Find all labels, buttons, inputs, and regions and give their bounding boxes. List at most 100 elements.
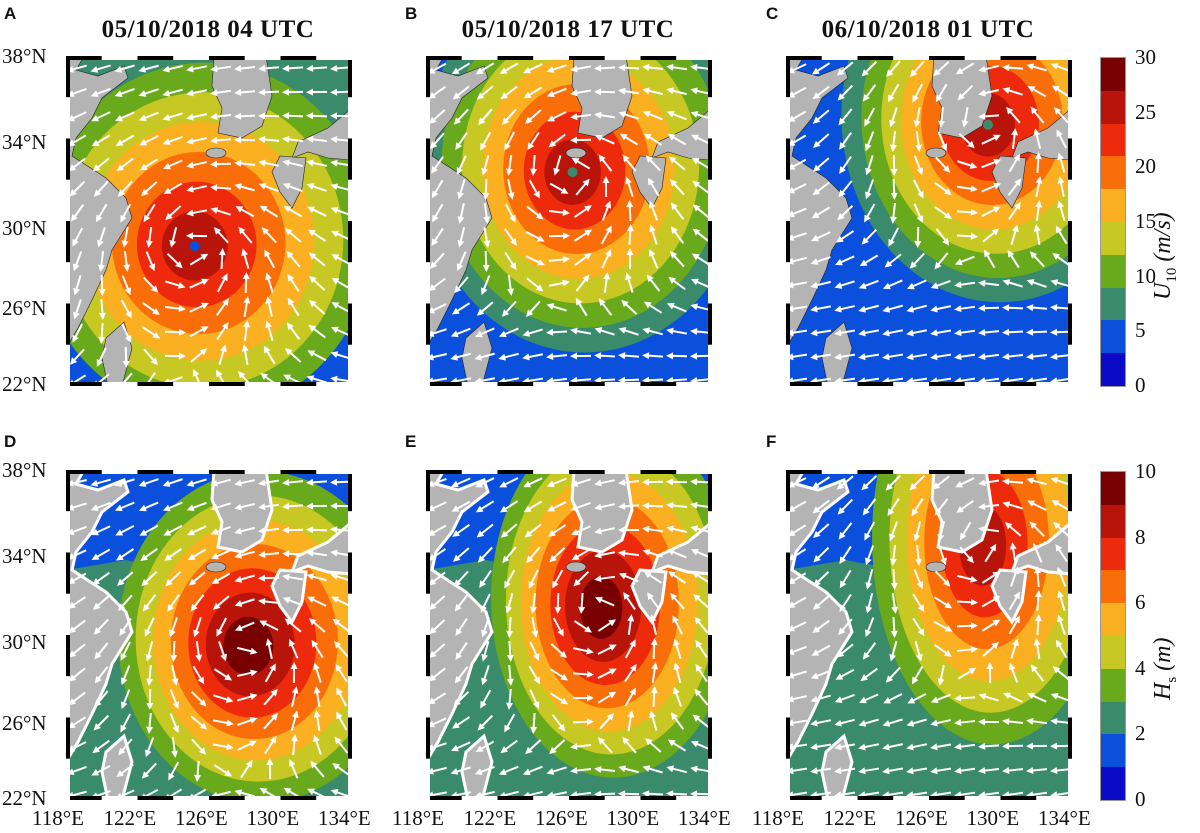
arrow-icon [506,688,514,710]
arrow-icon [642,87,663,95]
arrow-icon [114,64,135,73]
jeju-island [565,147,587,159]
arrow-icon [241,344,249,366]
arrow-icon [481,641,490,662]
arrow-icon [1055,639,1068,659]
arrow-icon [235,206,255,218]
arrow-icon [1010,638,1019,659]
arrow-icon [978,328,1000,336]
jeju-island [565,561,587,573]
arrow-icon [528,665,541,685]
arrow-icon [91,548,111,560]
arrow-icon [212,743,234,751]
arrow-icon [812,595,830,610]
arrow-icon [169,617,178,638]
arrow-icon [121,226,129,248]
arrow-icon [258,574,280,582]
arrow-icon [213,694,234,703]
arrow-icon [955,477,975,488]
arrow-icon [1026,328,1048,336]
arrow-icon [1008,662,1019,683]
arrow-icon [455,617,468,637]
arrow-icon [690,478,712,486]
arrow-icon [169,713,180,734]
arrow-icon [453,691,470,707]
arrow-icon [143,203,156,223]
arrow-icon [141,571,158,587]
arrow-icon [452,547,470,562]
arrow-icon [935,83,948,103]
arrow-icon [190,594,205,612]
arrow-icon [288,758,299,779]
arrow-icon [122,346,130,368]
arrow-icon [69,180,86,197]
arrow-icon [578,592,586,614]
arrow-icon [911,497,924,517]
arrow-icon [237,693,258,702]
arrow-icon [695,639,708,659]
arrow-icon [330,112,352,120]
arrow-icon [451,477,471,488]
arrow-icon [120,203,132,223]
arrow-icon [861,228,878,245]
arrow-icon [258,550,280,558]
arrow-icon [882,279,903,290]
arrow-icon [210,160,232,168]
arrow-icon [216,273,228,293]
arrow-icon [115,111,135,122]
arrow-icon [116,571,134,586]
arrow-icon [838,618,853,636]
arrow-icon [457,179,466,200]
colorbar-tick: 2 [1135,721,1146,746]
colorbar-tick: 5 [1135,318,1146,343]
arrow-icon [1057,200,1066,221]
arrow-icon [978,64,999,73]
arrow-icon [1034,566,1042,588]
arrow-icon [981,158,1002,169]
arrow-icon [1055,225,1068,245]
arrow-icon [507,274,515,296]
arrow-icon [551,714,566,732]
arrow-icon [234,503,255,511]
arrow-icon [282,88,304,96]
arrow-icon [862,498,877,516]
arrow-icon [1032,542,1043,563]
arrow-icon [162,135,183,145]
lat-label: 38°N [2,44,47,68]
arrow-icon [501,300,517,317]
arrow-icon [813,523,830,538]
arrow-icon [981,182,1002,193]
arrow-icon [336,711,348,731]
arrow-icon [648,248,659,269]
arrow-icon [618,549,640,557]
panel-letter-d: D [4,432,17,451]
storm-eye [567,167,578,178]
arrow-icon [865,179,874,200]
arrow-icon [978,279,1000,287]
arrow-icon [690,740,711,751]
arrow-icon [954,353,976,361]
arrow-icon [673,662,682,683]
arrow-icon [549,182,569,194]
panel-title-a: 05/10/2018 04 UTC [101,16,315,43]
arrow-icon [812,181,830,196]
arrow-icon [451,302,471,315]
arrow-icon [309,299,326,315]
arrow-icon [453,108,469,125]
arrow-icon [429,109,446,124]
lon-label: 130°E [246,806,300,830]
colorbar-swatch [1101,603,1125,636]
arrow-icon [186,501,207,512]
arrow-icon [597,668,617,679]
arrow-icon [887,83,900,103]
arrow-icon [190,348,208,363]
lon-label: 118°E [752,806,804,830]
arrow-icon [480,131,492,151]
arrow-icon [451,741,471,752]
arrow-icon [550,643,567,659]
arrow-icon [1008,615,1020,635]
arrow-icon [622,736,637,754]
arrow-icon [618,765,639,774]
arrow-icon [306,135,328,143]
arrow-icon [666,765,687,774]
